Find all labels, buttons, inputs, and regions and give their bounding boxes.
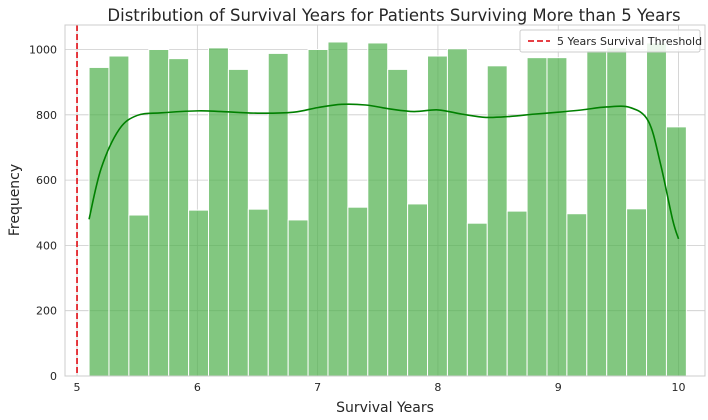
kde-curve-layer [88,103,680,240]
histogram-bar [208,47,229,377]
histogram-bar [148,48,170,377]
histogram-bar [227,68,249,377]
histogram-bar [427,55,448,377]
histogram-bar [506,210,528,377]
histogram-bar [287,219,309,377]
x-axis-label: Survival Years [336,400,434,416]
histogram-bar [347,206,369,377]
histogram-bar [626,208,648,377]
x-tick-label: 5 [74,381,81,394]
histogram-bar [247,208,269,377]
y-tick-label: 0 [50,370,57,383]
histogram-bar [267,52,289,377]
histogram-bar [407,203,429,377]
histogram-bar [466,222,488,377]
x-tick-label: 9 [555,381,562,394]
legend-frame [519,29,701,53]
y-tick-label: 600 [36,174,57,187]
y-tick-label: 400 [36,239,57,252]
histogram-bar [88,66,110,377]
x-tick-label: 10 [672,381,686,394]
legend-threshold-label: 5 Years Survival Threshold [557,35,702,48]
histogram-bar [486,65,508,377]
y-tick-label: 1000 [29,43,57,56]
histogram-bar [108,55,130,377]
y-axis-label: Frequency [7,164,23,236]
histogram-bar [586,49,608,377]
y-tick-label: 800 [36,109,57,122]
chart-title: Distribution of Survival Years for Patie… [107,6,680,25]
histogram-bar [566,213,588,377]
histogram-bar [446,48,468,377]
tick-labels: 5 6 7 8 9 10 0 200 400 600 800 1000 [29,43,686,394]
histogram-bar [646,42,667,377]
histogram-bar [546,57,568,377]
y-tick-label: 200 [36,305,57,318]
histogram-bar [665,126,687,377]
histogram-bar [188,209,210,377]
histogram-bar [168,58,190,377]
histogram-bar [387,68,409,377]
histogram-bars [88,41,687,377]
histogram-bar [307,48,329,377]
x-tick-label: 8 [434,381,441,394]
histogram-bar [128,214,150,377]
histogram-bar [367,42,389,377]
plot-frame [64,24,706,377]
x-tick-label: 6 [194,381,201,394]
legend: 5 Years Survival Threshold [519,29,702,53]
kde-curve [88,103,680,240]
histogram-bar [327,41,349,377]
histogram-bar [526,57,548,377]
histogram-bar [606,47,628,377]
x-tick-label: 7 [314,381,321,394]
